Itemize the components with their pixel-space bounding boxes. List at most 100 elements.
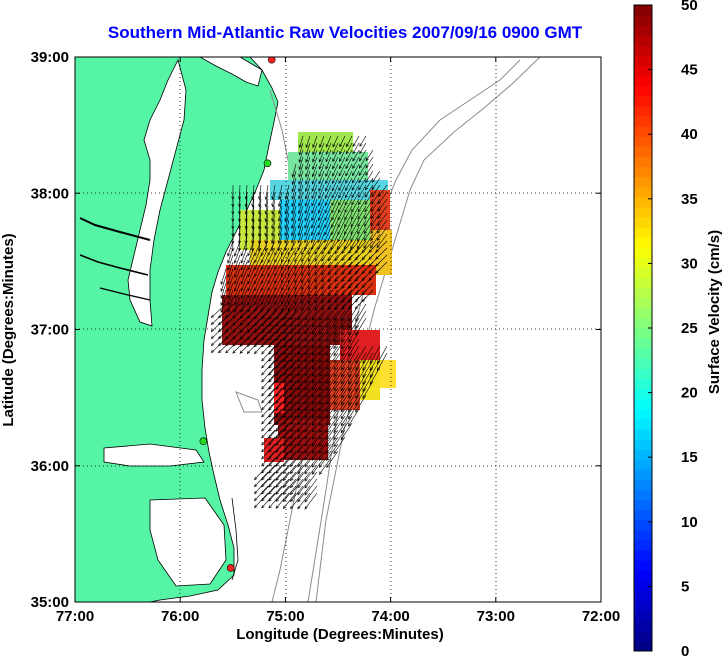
velocity-arrow xyxy=(290,436,304,453)
velocity-arrow xyxy=(290,401,304,418)
velocity-arrow xyxy=(332,156,339,169)
velocity-arrow xyxy=(369,352,381,371)
velocity-arrow xyxy=(290,310,304,327)
velocity-arrow-head xyxy=(311,359,315,363)
velocity-arrow xyxy=(314,261,325,276)
velocity-arrow xyxy=(261,394,276,411)
velocity-arrow xyxy=(326,352,339,370)
velocity-arrow-head xyxy=(333,450,337,455)
velocity-arrow xyxy=(311,373,325,391)
velocity-arrow xyxy=(348,352,360,371)
velocity-arrow xyxy=(281,296,290,312)
velocity-arrow xyxy=(211,338,227,353)
velocity-arrow-head xyxy=(324,202,328,207)
velocity-arrow-head xyxy=(347,317,352,322)
velocity-arrow-head xyxy=(327,292,332,297)
velocity-arrow-head xyxy=(355,402,359,406)
pamlico-sound xyxy=(149,497,227,587)
velocity-arrow xyxy=(304,324,318,342)
velocity-arrow xyxy=(283,303,297,320)
velocity-arrow xyxy=(341,247,353,261)
velocity-arrow-head xyxy=(317,232,321,236)
velocity-arrow-head xyxy=(355,367,359,371)
velocity-arrow xyxy=(234,240,241,257)
velocity-arrow-head xyxy=(340,324,344,329)
velocity-arrow xyxy=(324,191,332,206)
velocity-arrow xyxy=(326,345,339,363)
colorbar-swatch xyxy=(634,509,652,521)
velocity-arrow-head xyxy=(325,158,329,163)
colorbar-swatch xyxy=(634,499,652,511)
velocity-arrow-head xyxy=(344,202,348,206)
velocity-arrow xyxy=(261,310,276,327)
velocity-arrow xyxy=(348,359,360,378)
velocity-arrow-head xyxy=(261,434,265,439)
velocity-arrow xyxy=(377,198,388,212)
velocity-arrow xyxy=(274,261,283,277)
velocity-arrow-head xyxy=(227,302,231,306)
velocity-arrow-head xyxy=(307,293,311,297)
velocity-arrow-head xyxy=(332,158,336,163)
velocity-arrow xyxy=(283,415,297,432)
velocity-arrow xyxy=(314,296,325,311)
colorbar-swatch xyxy=(634,156,652,167)
velocity-arrow-head xyxy=(326,359,330,364)
velocity-arrow xyxy=(358,184,367,198)
velocity-arrow xyxy=(261,296,269,312)
velocity-arrow xyxy=(324,219,332,236)
velocity-arrow xyxy=(272,198,276,214)
velocity-arrow xyxy=(334,240,346,254)
map-title: Southern Mid-Atlantic Raw Velocities 200… xyxy=(108,23,583,42)
velocity-arrow-head xyxy=(287,293,291,298)
velocity-arrow-head xyxy=(312,144,316,148)
velocity-arrow xyxy=(314,240,325,255)
velocity-arrow xyxy=(254,324,269,340)
velocity-arrow-head xyxy=(346,143,349,148)
velocity-arrow-head xyxy=(326,324,330,329)
velocity-arrow xyxy=(247,254,255,270)
velocity-arrow-head xyxy=(327,285,332,290)
velocity-arrow xyxy=(325,156,332,170)
velocity-arrow-head xyxy=(377,215,381,220)
velocity-arrow xyxy=(319,149,325,162)
velocity-arrow xyxy=(297,380,311,397)
velocity-arrow-head xyxy=(260,280,264,285)
velocity-arrow xyxy=(267,254,276,270)
colorbar-swatch xyxy=(634,287,652,299)
velocity-arrow-head xyxy=(290,393,294,398)
velocity-arrow-head xyxy=(376,237,381,241)
velocity-arrow-head xyxy=(232,350,236,354)
velocity-arrow-head xyxy=(357,238,361,242)
velocity-arrow xyxy=(268,303,283,320)
velocity-arrow xyxy=(359,135,367,147)
velocity-arrow xyxy=(344,219,353,235)
velocity-arrow-head xyxy=(281,266,284,270)
velocity-arrow-head xyxy=(332,143,336,148)
velocity-arrow xyxy=(311,338,325,356)
velocity-arrow-head xyxy=(350,223,354,228)
velocity-arrow-head xyxy=(297,225,301,229)
velocity-arrow-head xyxy=(304,442,308,447)
velocity-arrow xyxy=(324,198,332,214)
velocity-arrow-head xyxy=(347,401,352,406)
velocity-arrow xyxy=(287,296,297,312)
velocity-arrow xyxy=(346,135,353,147)
velocity-arrow xyxy=(326,436,339,454)
velocity-arrow-head xyxy=(297,505,301,510)
velocity-arrow xyxy=(252,212,255,229)
velocity-arrow xyxy=(355,352,367,371)
station-marker xyxy=(263,159,272,168)
velocity-arrow xyxy=(240,275,248,292)
velocity-arrow-head xyxy=(352,158,356,162)
velocity-arrow-head xyxy=(340,387,344,392)
velocity-arrow xyxy=(311,457,325,475)
velocity-arrow-head xyxy=(291,217,295,222)
velocity-arrow xyxy=(324,226,332,243)
velocity-arrow xyxy=(301,247,311,262)
velocity-arrow xyxy=(358,177,367,191)
velocity-arrow-head xyxy=(338,165,342,170)
velocity-arrow-head xyxy=(287,286,291,291)
velocity-arrow-head xyxy=(355,395,359,399)
colorbar-swatch xyxy=(634,590,652,602)
velocity-arrow xyxy=(340,408,353,426)
